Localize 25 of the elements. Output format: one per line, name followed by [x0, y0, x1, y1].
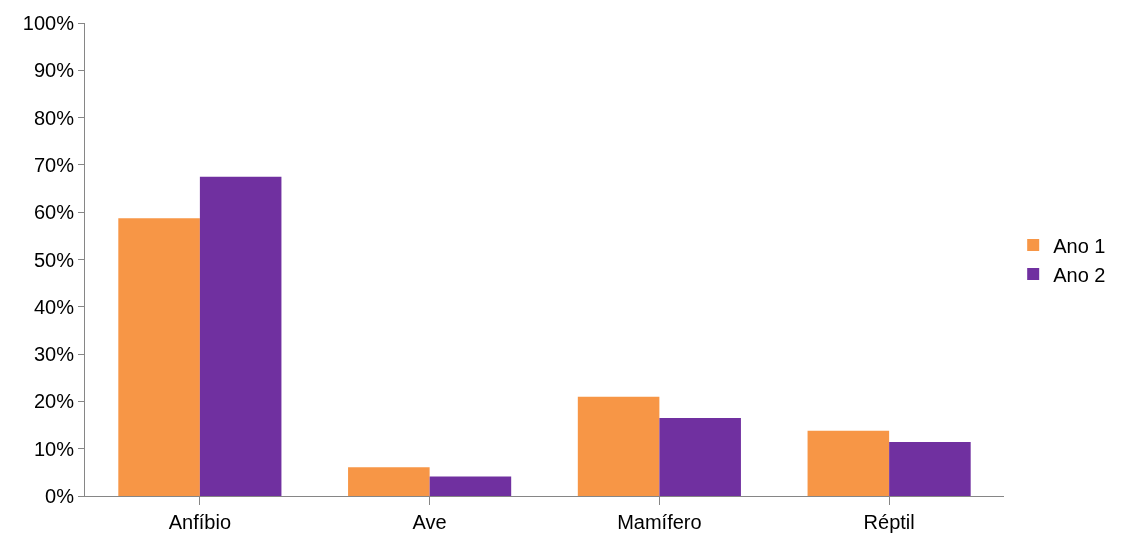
bar: [577, 396, 660, 496]
y-tick-label: 20%: [33, 390, 75, 413]
y-tick-label: 10%: [33, 437, 75, 460]
bar: [889, 442, 971, 496]
legend-label: Ano 1: [1053, 234, 1106, 257]
y-tick-label: 0%: [45, 485, 75, 507]
y-tick-label: 80%: [33, 106, 75, 129]
x-tick-label: Ave: [412, 511, 447, 533]
y-tick-label: 40%: [33, 295, 75, 318]
y-tick-label: 90%: [33, 59, 75, 82]
bar: [348, 467, 430, 496]
bar: [659, 417, 741, 496]
x-tick-label: Mamífero: [617, 511, 702, 533]
x-tick-label: Réptil: [863, 511, 915, 533]
y-tick-label: 60%: [33, 201, 75, 224]
x-tick-label: Anfíbio: [168, 511, 232, 533]
bar: [807, 430, 890, 496]
legend-label: Ano 2: [1053, 263, 1106, 286]
y-tick-label: 50%: [33, 248, 75, 271]
y-tick-label: 30%: [33, 343, 75, 366]
y-tick-label: 70%: [33, 153, 75, 176]
y-tick-label: 100%: [22, 12, 75, 34]
bar: [429, 476, 512, 496]
bar: [118, 218, 200, 496]
bar: [199, 176, 282, 496]
